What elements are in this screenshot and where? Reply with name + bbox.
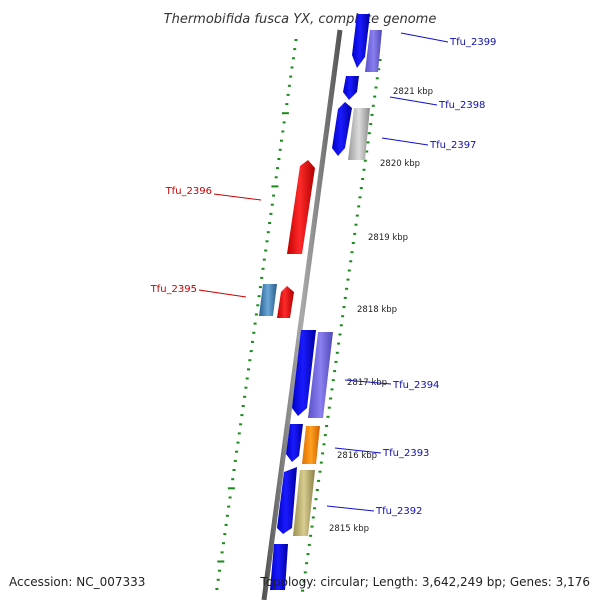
gene-label-tfu-2395[interactable]: Tfu_2395: [150, 284, 197, 295]
map-title: Thermobifida fusca YX, complete genome: [164, 12, 437, 27]
scale-label-2821: 2821 kbp: [393, 87, 433, 97]
gene-arrow-tfu-2395[interactable]: [277, 286, 294, 318]
scale-label-2815: 2815 kbp: [329, 524, 369, 534]
tick-marks: [215, 39, 382, 592]
scale-label-2818: 2818 kbp: [357, 305, 397, 315]
gene-arrow-tfu-2399[interactable]: [352, 14, 370, 68]
gene-arrow-tfu-2396[interactable]: [287, 160, 315, 254]
gene-label-tfu-2398[interactable]: Tfu_2398: [438, 100, 485, 111]
scale-label-2820: 2820 kbp: [380, 159, 420, 169]
gene-arrow-next[interactable]: [270, 544, 288, 590]
accession-label: Accession: NC_007333: [9, 575, 145, 589]
gene-arrow-tfu-2398[interactable]: [343, 76, 359, 100]
gene-arrow-tfu-2393[interactable]: [286, 424, 303, 462]
scale-label-2819: 2819 kbp: [368, 233, 408, 243]
gene-arrow-tfu-2392[interactable]: [277, 467, 297, 534]
cds-arrow-tfu-2392[interactable]: [293, 470, 315, 536]
genome-backbone: [261, 29, 343, 600]
gene-arrow-tfu-2394[interactable]: [292, 330, 316, 416]
scale-labels: 2821 kbp 2820 kbp 2819 kbp 2818 kbp 2817…: [329, 87, 433, 534]
gene-features: [259, 14, 382, 590]
scale-label-2816: 2816 kbp: [337, 451, 377, 461]
gene-label-tfu-2394[interactable]: Tfu_2394: [392, 380, 439, 391]
gene-label-tfu-2393[interactable]: Tfu_2393: [382, 448, 429, 459]
cds-arrow-tfu-2397[interactable]: [348, 108, 370, 160]
gene-label-tfu-2392[interactable]: Tfu_2392: [375, 506, 422, 517]
gene-label-tfu-2399[interactable]: Tfu_2399: [449, 37, 496, 48]
genome-summary: Topology: circular; Length: 3,642,249 bp…: [259, 575, 590, 589]
gene-labels: Tfu_2399 Tfu_2398 Tfu_2397 Tfu_2396 Tfu_…: [150, 37, 497, 517]
gene-label-tfu-2396[interactable]: Tfu_2396: [165, 186, 212, 197]
gene-label-leaders: [198, 32, 449, 512]
cds-arrow-tfu-2393[interactable]: [302, 426, 320, 464]
cds-arrow-tfu-2395[interactable]: [259, 284, 277, 316]
gene-label-tfu-2397[interactable]: Tfu_2397: [429, 140, 476, 151]
cds-arrow-tfu-2399[interactable]: [365, 30, 382, 72]
cds-arrow-tfu-2394[interactable]: [308, 332, 333, 418]
gene-arrow-tfu-2397[interactable]: [332, 102, 352, 156]
scale-label-2817: 2817 kbp: [347, 378, 387, 388]
